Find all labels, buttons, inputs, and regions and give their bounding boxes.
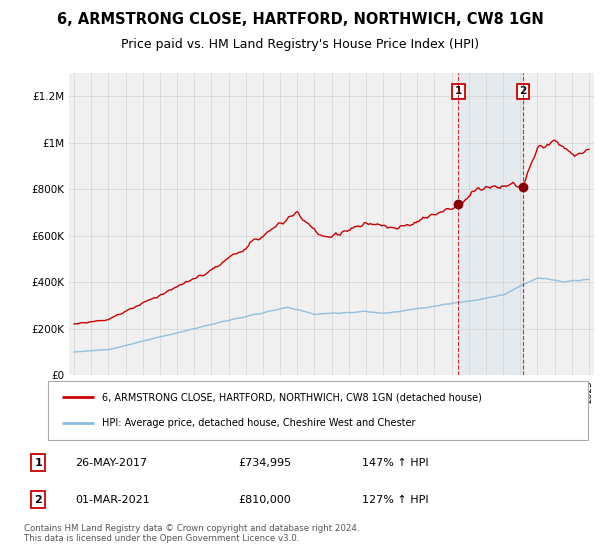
Text: 6, ARMSTRONG CLOSE, HARTFORD, NORTHWICH, CW8 1GN: 6, ARMSTRONG CLOSE, HARTFORD, NORTHWICH,… (56, 12, 544, 27)
Text: 1: 1 (34, 458, 42, 468)
Text: 6, ARMSTRONG CLOSE, HARTFORD, NORTHWICH, CW8 1GN (detached house): 6, ARMSTRONG CLOSE, HARTFORD, NORTHWICH,… (102, 392, 482, 402)
Text: HPI: Average price, detached house, Cheshire West and Chester: HPI: Average price, detached house, Ches… (102, 418, 415, 428)
Text: 26-MAY-2017: 26-MAY-2017 (75, 458, 147, 468)
FancyBboxPatch shape (48, 381, 588, 440)
Bar (458, 73, 523, 375)
Text: Price paid vs. HM Land Registry's House Price Index (HPI): Price paid vs. HM Land Registry's House … (121, 38, 479, 51)
Text: 01-MAR-2021: 01-MAR-2021 (75, 494, 149, 505)
Text: £734,995: £734,995 (238, 458, 292, 468)
Text: 147% ↑ HPI: 147% ↑ HPI (362, 458, 429, 468)
Text: Contains HM Land Registry data © Crown copyright and database right 2024.
This d: Contains HM Land Registry data © Crown c… (24, 524, 359, 543)
Text: 2: 2 (520, 86, 527, 96)
Text: 1: 1 (455, 86, 462, 96)
Text: 127% ↑ HPI: 127% ↑ HPI (362, 494, 429, 505)
Text: 2: 2 (34, 494, 42, 505)
Text: £810,000: £810,000 (238, 494, 291, 505)
